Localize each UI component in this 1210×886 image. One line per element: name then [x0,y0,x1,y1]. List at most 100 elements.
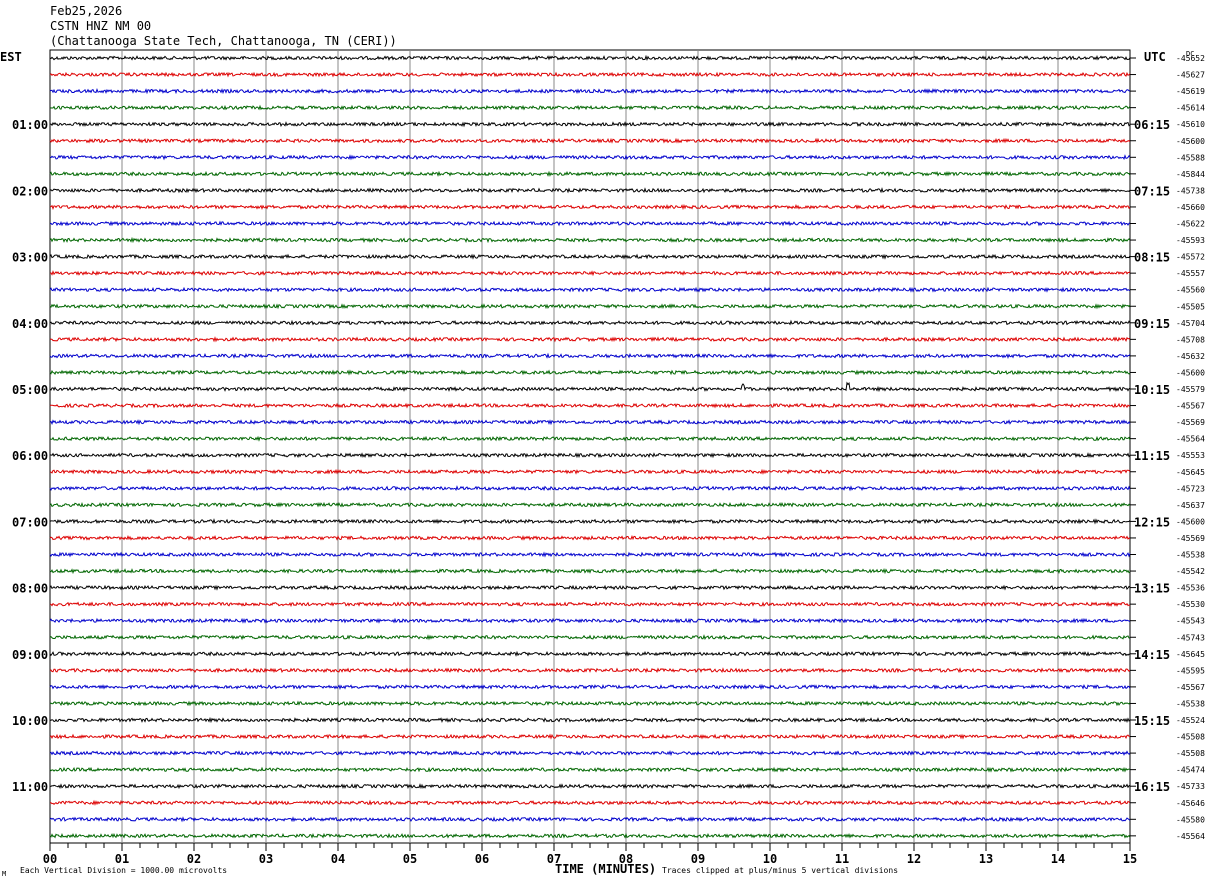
right-hour-label: 07:15 [1134,184,1170,198]
x-tick-label: 11 [835,852,849,866]
trace-line [49,485,1131,492]
trace-line [49,601,1131,608]
dc-offset-label: -45600 [1176,137,1205,146]
x-tick-label: 08 [619,852,633,866]
x-tick-label: 01 [115,852,129,866]
x-tick-label: 10 [763,852,777,866]
trace-line [49,286,1131,293]
dc-offset-label: -45579 [1176,385,1205,394]
trace-line [49,253,1131,260]
dc-offset-label: -45743 [1176,633,1205,642]
dc-offset-label: -45553 [1176,451,1205,460]
right-hour-label: 12:15 [1134,515,1170,529]
dc-offset-label: -45474 [1176,766,1205,775]
left-hour-label: 03:00 [12,251,48,265]
left-hour-label: 08:00 [12,582,48,596]
plot-frame [49,49,1131,844]
trace-line [49,468,1131,475]
trace-line [50,799,1131,806]
dc-offset-label: -45588 [1176,153,1205,162]
dc-offset-label: -45543 [1176,617,1205,626]
trace-group [49,54,1131,839]
trace-line [49,187,1131,194]
dc-offset-label: -45538 [1176,551,1205,560]
left-hour-label: 01:00 [12,118,48,132]
left-hour-label: 10:00 [12,714,48,728]
right-hour-label: 15:15 [1134,714,1170,728]
dc-offset-label: -45645 [1176,468,1205,477]
right-hour-label: 16:15 [1134,780,1170,794]
x-tick-label: 07 [547,852,561,866]
right-hour-label: 09:15 [1134,317,1170,331]
dc-offset-label: -45567 [1176,683,1205,692]
left-hour-label: 07:00 [12,515,48,529]
x-tick-label: 15 [1123,852,1137,866]
dc-offset-label: -45567 [1176,402,1205,411]
dc-offset-label: -45738 [1176,186,1205,195]
trace-line [49,501,1131,508]
right-hour-label: 08:15 [1134,251,1170,265]
trace-line [49,733,1131,740]
right-hour-label: 13:15 [1134,582,1170,596]
trace-line [49,683,1131,691]
dc-offset-label: -45557 [1176,269,1205,278]
dc-offset-label: -45524 [1176,716,1205,725]
x-tick-label: 06 [475,852,489,866]
trace-line [49,381,1131,393]
clip-note: Traces clipped at plus/minus 5 vertical … [662,866,899,875]
trace-line [49,700,1131,707]
dc-offset-label: -45632 [1176,352,1205,361]
dc-offset-label: -45564 [1176,435,1205,444]
trace-line [49,319,1131,326]
dc-offset-label: -45733 [1176,782,1205,791]
x-tick-label: 09 [691,852,705,866]
trace-line [49,716,1131,724]
trace-line [49,551,1131,558]
trace-line [49,104,1131,111]
trace-line [49,369,1131,376]
time-axis: 00 01 02 03 04 05 06 07 08 09 10 11 12 13 14 15 [43,57,1137,866]
right-hour-label: 11:15 [1134,449,1170,463]
left-hour-label: 11:00 [12,780,48,794]
dc-offset-label: -45560 [1176,286,1205,295]
dc-offset-label: -45637 [1176,501,1205,510]
dc-offset-label: -45610 [1176,120,1205,129]
x-tick-label: 03 [259,852,273,866]
dc-offset-label: -45708 [1176,335,1205,344]
dc-offset-label: -45645 [1176,650,1205,659]
trace-line [49,832,1131,839]
trace-line [49,352,1131,360]
x-tick-label: 05 [403,852,417,866]
trace-line [49,154,1131,161]
x-tick-label: 04 [331,852,345,866]
trace-line [49,137,1131,144]
trace-line [49,568,1131,575]
trace-line [49,816,1131,823]
dc-offset-label: -45505 [1176,302,1205,311]
dc-offset-label: -45593 [1176,236,1205,245]
dc-offset-label: -45627 [1176,71,1205,80]
dc-offset-label: -45652 [1176,54,1205,63]
dc-offset-label: -45508 [1176,733,1205,742]
left-timezone-label: EST [0,50,22,64]
x-tick-label: 02 [187,852,201,866]
trace-line [49,634,1131,641]
dc-header-label: DC [1186,50,1194,58]
dc-offset-label: -45614 [1176,104,1205,113]
dc-offset-label: -45595 [1176,666,1205,675]
trace-line [49,170,1131,177]
dc-offset-label: -45600 [1176,517,1205,526]
header-date: Feb25,2026 [50,4,123,18]
trace-line [49,121,1131,128]
trace-line [49,54,1131,62]
right-hour-label: 10:15 [1134,383,1170,397]
trace-line [49,71,1131,78]
dc-offset-label: -45508 [1176,749,1205,758]
corner-mark: M [2,870,7,878]
dc-offset-label: -45723 [1176,484,1205,493]
trace-line [49,220,1131,227]
x-axis-title: TIME (MINUTES) [555,862,657,876]
dc-offset-label: -45619 [1176,87,1205,96]
left-hour-label: 09:00 [12,648,48,662]
